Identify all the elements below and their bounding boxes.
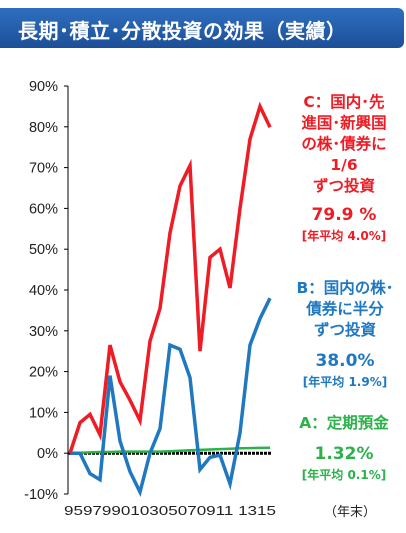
annotation-a-value: 1.32%	[314, 444, 374, 464]
annotation-b-value: 38.0%	[315, 351, 375, 371]
y-tick-label: 70%	[29, 161, 58, 177]
series-line-b	[70, 297, 272, 498]
annotation-c-average: [年平均 4.0%]	[301, 229, 387, 243]
y-tick-label: 80%	[29, 120, 58, 136]
y-tick-label: 50%	[29, 242, 58, 258]
annotation-c-line: ずつ投資	[312, 177, 375, 195]
x-axis-unit: （年末）	[324, 505, 377, 520]
y-tick-label: 60%	[29, 201, 58, 217]
y-tick-label: 20%	[29, 365, 58, 381]
annotation-a-line: A：定期預金	[299, 414, 389, 432]
annotation-c-line: 1/6	[330, 156, 358, 174]
annotation-b-line: B：国内の株･	[296, 279, 394, 297]
chart-title: 長期･積立･分散投資の効果（実績）	[18, 19, 347, 43]
annotation-b-average: [年平均 1.9%]	[302, 375, 388, 389]
y-tick-label: 90%	[29, 79, 58, 95]
annotation-c-line: 進国･新興国	[301, 114, 387, 132]
series-line-c	[68, 101, 272, 454]
title-banner: 長期･積立･分散投資の効果（実績）	[0, 8, 404, 48]
y-tick-label: 0%	[37, 446, 58, 462]
annotation-c-line: C：国内･先	[303, 93, 385, 111]
y-tick-label: -10%	[24, 487, 58, 503]
annotation-c: C：国内･先 進国･新興国 の株･債券に 1/6 ずつ投資 79.9 % [年平…	[282, 92, 406, 244]
y-tick-label: 10%	[29, 405, 58, 421]
annotation-a-average: [年平均 0.1%]	[301, 468, 387, 482]
y-tick-label: 40%	[29, 283, 58, 299]
annotation-b-line: 債券に半分	[306, 300, 384, 318]
annotation-c-line: の株･債券に	[301, 135, 387, 153]
annotation-a: A：定期預金 1.32% [年平均 0.1%]	[282, 413, 406, 483]
annotation-b-line: ずつ投資	[313, 321, 376, 339]
annotation-b: B：国内の株･ 債券に半分 ずつ投資 38.0% [年平均 1.9%]	[284, 278, 406, 390]
x-tick-labels: 959799010305070911 1315	[64, 504, 276, 518]
annotation-c-value: 79.9 %	[311, 205, 377, 225]
y-tick-label: 30%	[29, 324, 58, 340]
